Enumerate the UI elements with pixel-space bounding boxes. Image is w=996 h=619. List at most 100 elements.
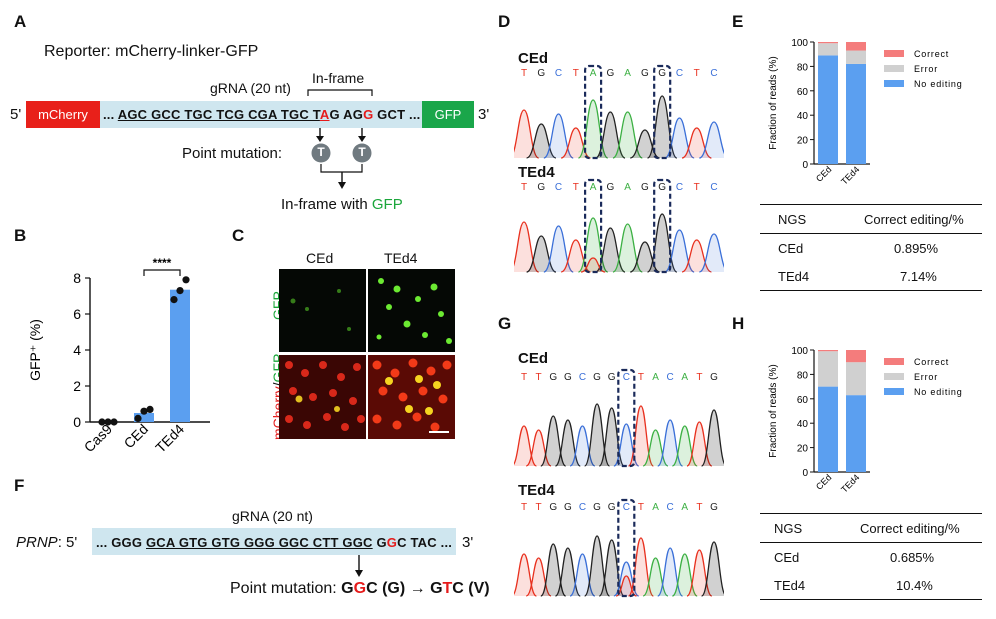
g1-peak-g <box>700 409 724 467</box>
g2-peak-secondary <box>615 575 637 597</box>
d2-base-letter: G <box>606 182 614 193</box>
h-ytick-label: 80 <box>797 370 809 381</box>
g2-base-letter: G <box>549 502 557 513</box>
five-prime-a: 5' <box>10 106 22 123</box>
seq-mut-g: G <box>363 107 374 122</box>
g-title-ced: CEd <box>518 350 548 367</box>
g1-base-letter: A <box>652 372 659 383</box>
g1-base-letter: G <box>564 372 572 383</box>
g1-peak-g <box>584 403 611 467</box>
e-ytick-label: 60 <box>797 87 809 98</box>
d-title-ted4: TEd4 <box>518 164 555 181</box>
table-h-r1c2: 0.685% <box>890 549 935 565</box>
pm-t: T <box>442 580 453 597</box>
g1-base-letter: G <box>593 372 601 383</box>
g1-peak-g <box>540 415 567 467</box>
b-point <box>98 418 106 426</box>
e-legend-swatch <box>884 50 904 57</box>
col-ced: CEd <box>306 250 334 266</box>
seq-mid: G AG <box>329 107 364 122</box>
g1-base-letter: C <box>667 372 674 383</box>
g1-base-letter: T <box>638 372 644 383</box>
three-prime-a: 3' <box>478 106 490 123</box>
d2-peak-c <box>664 229 695 273</box>
prnp-seq-mut: G <box>386 535 398 550</box>
g1-base-letter: T <box>521 372 527 383</box>
e-ytick-label: 100 <box>791 38 808 49</box>
d1-base-letter: G <box>658 68 666 79</box>
panel-label-d: D <box>498 12 511 31</box>
e-legend-label: No editing <box>914 79 963 89</box>
e-legend-swatch <box>884 65 904 72</box>
table-e-r1c1: CEd <box>778 240 804 256</box>
seq-mut-a: A <box>319 107 330 122</box>
h-legend-label: Correct <box>914 357 949 367</box>
g2-base-letter: A <box>681 502 688 513</box>
mcherry-box: mCherry <box>26 101 100 128</box>
point-mutation-f: Point mutation: GGC (G) → GTC (V) <box>230 580 490 598</box>
g1-base-letter: G <box>710 372 718 383</box>
h-ytick-label: 0 <box>802 468 808 479</box>
g2-highlight-box <box>617 498 636 598</box>
d2-base-letter: T <box>521 182 527 193</box>
chart-e: 0 20 40 60 80 100 Fraction of reads (%) CEd TEd4… <box>768 38 963 187</box>
g2-peak-g <box>700 541 724 597</box>
d2-base-letter: A <box>624 182 631 193</box>
table-h-h2: Correct editing/% <box>860 520 960 536</box>
g2-base-letter: G <box>564 502 572 513</box>
h-legend-swatch <box>884 388 904 395</box>
g2-base-letter: G <box>608 502 616 513</box>
b-xtick-label: TEd4 <box>152 421 187 456</box>
b-ytick-label: 2 <box>73 378 81 394</box>
g2-base-letter: T <box>521 502 527 513</box>
d1-base-letter: G <box>537 68 545 79</box>
d1-highlight-box <box>653 64 672 160</box>
d1-base-letter: G <box>641 68 649 79</box>
table-e: NGS Correct editing/% CEd 0.895% TEd4 7.14… <box>760 204 982 291</box>
g2-base-letter: T <box>696 502 702 513</box>
b-sig-bracket <box>143 269 181 276</box>
g1-peak-g <box>554 419 581 467</box>
pm-label: Point mutation: <box>230 580 342 597</box>
panel-label-b: B <box>14 226 27 245</box>
e-ytick-label: 0 <box>802 160 808 171</box>
g2-base-letter: A <box>652 502 659 513</box>
prnp-sequence: ... GGG GCA GTG GTG GGG GGC CTT GGC GGC … <box>96 535 452 550</box>
table-h-r2c2: 10.4% <box>896 577 933 593</box>
b-ytick-label: 6 <box>73 306 81 322</box>
prnp-seq-grna: GCA GTG GTG GGG GGC CTT GGC <box>146 535 373 550</box>
d2-base-letter: A <box>590 182 597 193</box>
d1-base-letter: C <box>710 68 717 79</box>
h-bar-ted4-noedit <box>846 395 866 472</box>
pm-c2: C (V) <box>452 580 490 597</box>
prnp-seq-post: C TAC ... <box>397 535 453 550</box>
g2-base-letter: C <box>623 502 630 513</box>
h-bar-ced-noedit <box>818 386 838 472</box>
b-point <box>170 296 178 304</box>
d1-base-letter: C <box>676 68 683 79</box>
d1-highlight-box <box>583 64 603 160</box>
h-ytick-label: 40 <box>797 419 809 430</box>
b-xtick-label: CEd <box>121 421 152 452</box>
d-title-ced: CEd <box>518 50 548 67</box>
panel-label-h: H <box>732 314 745 333</box>
e-ytick-label: 20 <box>797 136 809 147</box>
e-xtick-label: TEd4 <box>839 164 861 186</box>
b-point <box>140 407 148 415</box>
h-legend-label: Error <box>914 372 938 382</box>
d2-base-letter: T <box>694 182 700 193</box>
g2-base-letter: C <box>579 502 586 513</box>
d1-base-letter: T <box>694 68 700 79</box>
chart-b: 0 2 4 6 8 GFP⁺ (%) Cas9 CEd TEd4 **** <box>27 256 210 456</box>
pm-g3: G <box>425 580 443 597</box>
chart-h: 0 20 40 60 80 100 Fraction of reads (%) CEd TEd4… <box>768 346 962 495</box>
d2-base-letter: T <box>573 182 579 193</box>
g2-peak-g <box>540 543 567 597</box>
seq-prefix: ... <box>103 107 118 122</box>
microscopy-grid <box>279 269 455 439</box>
g1-peak-c <box>657 419 684 467</box>
g1-highlight-box <box>617 368 636 468</box>
h-bar-ced-correct <box>818 350 838 352</box>
